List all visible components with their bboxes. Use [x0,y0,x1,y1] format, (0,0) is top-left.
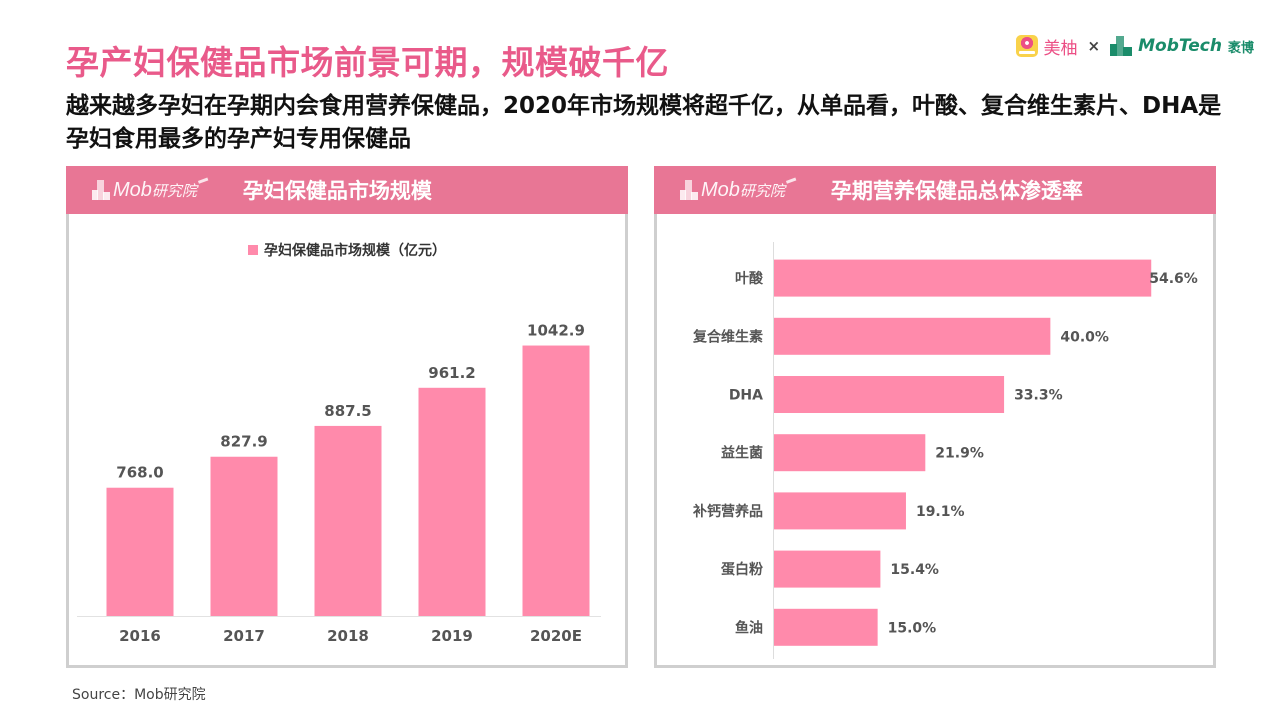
value-label: 21.9% [935,446,984,462]
value-label: 19.1% [916,504,965,520]
penetration-panel: Mob 研究院 孕期营养保健品总体渗透率 叶酸 54.6% 复合维生素 40.0% DH… [654,166,1216,668]
value-label: 887.5 [324,402,371,420]
times-symbol: × [1087,37,1101,55]
mob-logo-cn: 研究院 [151,181,197,200]
category-label: 补钙营养品 [692,503,763,520]
mobtech-label: MobTech [1138,36,1222,56]
value-label: 40.0% [1060,329,1109,345]
bar-2016 [106,487,174,616]
market-size-chart: 768.0 2016 827.9 2017 887.5 2018 961.2 2019 1042… [77,322,601,645]
bar-1 [774,317,1051,355]
mob-logo: Mob 研究院 [92,177,210,202]
chart-legend: 孕妇保健品市场规模（亿元） [69,240,625,260]
panel-header: Mob 研究院 孕妇保健品市场规模 [66,166,628,214]
category-label: 蛋白粉 [721,561,763,578]
source-note: Source：Mob研究院 [72,687,206,703]
x-tick-label: 2019 [431,627,473,645]
building-icon [680,180,698,200]
x-tick-label: 2018 [327,627,369,645]
mob-logo-cn: 研究院 [739,181,785,200]
bar-6 [774,608,878,646]
bar-4 [774,492,906,530]
panel-body: 孕妇保健品市场规模（亿元） 768.0 2016 827.9 2017 887.5 201… [66,214,628,668]
value-label: 15.4% [890,562,939,578]
mob-logo: Mob 研究院 [680,177,798,202]
value-label: 827.9 [220,433,267,451]
legend-label: 孕妇保健品市场规模（亿元） [264,243,446,259]
graduation-cap-icon [197,177,210,189]
bar-2020E [522,345,590,616]
x-tick-label: 2020E [530,627,582,645]
bar-2019 [418,387,486,616]
value-label: 961.2 [428,364,475,382]
mobtech-cn-label: 袤博 [1227,40,1254,56]
panel-title: 孕期营养保健品总体渗透率 [830,179,1083,203]
market-size-panel: Mob 研究院 孕妇保健品市场规模 孕妇保健品市场规模（亿元） 768.0 201… [66,166,628,668]
building-icon [92,180,110,200]
panel-header: Mob 研究院 孕期营养保健品总体渗透率 [654,166,1216,214]
panel-title: 孕妇保健品市场规模 [242,179,432,203]
mob-logo-text: Mob [701,178,740,201]
value-label: 54.6% [1149,271,1198,287]
panel-body: 叶酸 54.6% 复合维生素 40.0% DHA 33.3% 益生菌 21.9% 补钙营养品 19… [654,214,1216,668]
bar-2018 [314,425,382,616]
category-label: DHA [729,388,763,404]
subtitle: 越来越多孕妇在孕期内会食用营养保健品，2020年市场规模将超千亿，从单品看，叶酸… [66,93,1222,152]
mobtech-icon [1110,36,1133,56]
mob-logo-text: Mob [113,178,152,201]
bar-2017 [210,456,278,616]
category-label: 益生菌 [721,445,763,462]
legend-swatch [248,245,258,255]
bar-0 [774,259,1152,297]
value-label: 768.0 [116,464,163,482]
x-tick-label: 2016 [119,627,161,645]
penetration-chart: 叶酸 54.6% 复合维生素 40.0% DHA 33.3% 益生菌 21.9% 补钙营养品 19… [692,242,1198,659]
meiyou-icon [1015,35,1038,57]
x-tick-label: 2017 [223,627,265,645]
bar-2 [774,376,1005,413]
graduation-cap-icon [785,177,798,189]
main-title: 孕产妇保健品市场前景可期，规模破千亿 [66,43,669,82]
value-label: 15.0% [888,620,937,636]
value-label: 1042.9 [527,322,585,340]
bar-3 [774,434,926,472]
category-label: 叶酸 [735,270,764,287]
category-label: 复合维生素 [692,328,763,345]
value-label: 33.3% [1014,388,1063,404]
brand-logos: 美柚 × MobTech 袤博 [1015,33,1254,59]
bar-5 [774,550,881,588]
meiyou-label: 美柚 [1043,38,1078,59]
category-label: 鱼油 [735,619,763,636]
